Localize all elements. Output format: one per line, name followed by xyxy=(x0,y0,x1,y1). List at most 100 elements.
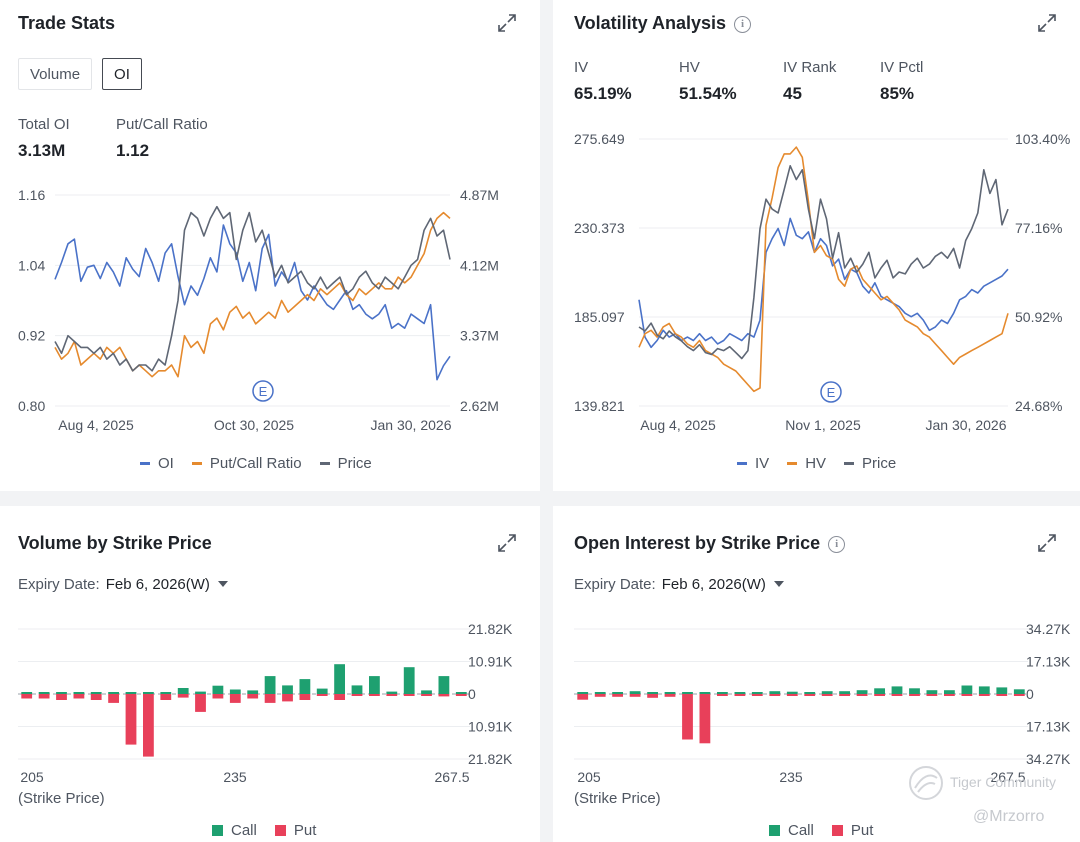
legend-swatch xyxy=(831,825,843,836)
legend-item-put[interactable]: Put xyxy=(831,822,873,839)
legend-swatch xyxy=(844,462,855,465)
put-bar xyxy=(38,694,50,699)
legend-item-put[interactable]: Put xyxy=(274,822,316,839)
put-bar xyxy=(229,694,241,703)
panel-title: Open Interest by Strike Price i xyxy=(574,533,846,554)
oi-strike-chart: 34.27K 17.13K 0 17.13K 34.27K 205 235 267.5 xyxy=(574,621,1071,785)
metric-toggle: Volume OI xyxy=(18,58,142,90)
expiry-value[interactable]: Feb 6, 2026(W) xyxy=(661,576,766,593)
x-axis-caption: (Strike Price) xyxy=(18,790,105,807)
x-axis-tick: Jan 30, 2026 xyxy=(371,417,452,433)
right-axis-tick: 103.40% xyxy=(1015,131,1070,147)
right-axis-tick: 3.37M xyxy=(460,328,499,344)
call-bar xyxy=(386,691,398,694)
put-bar xyxy=(90,694,102,700)
tab-volume[interactable]: Volume xyxy=(18,58,93,90)
legend-label: Price xyxy=(337,455,372,472)
put-bar xyxy=(769,694,781,696)
call-bar xyxy=(856,690,868,694)
x-axis-tick: 267.5 xyxy=(434,769,469,785)
put-bar xyxy=(334,694,345,700)
put-bar xyxy=(629,694,641,697)
x-axis-tick: 235 xyxy=(223,769,247,785)
put-bar xyxy=(577,694,589,700)
stat-put-call-ratio: Put/Call Ratio 1.12 xyxy=(116,116,208,161)
call-bar xyxy=(90,692,102,694)
put-bar xyxy=(160,694,172,700)
legend-item-price[interactable]: Price xyxy=(319,455,372,472)
trade-stats-chart: 1.16 4.87M 1.04 4.12M 0.92 3.37M 0.80 2.62M Aug … xyxy=(18,187,499,433)
put-bar xyxy=(734,694,746,696)
legend-item-call[interactable]: Call xyxy=(769,822,814,839)
put-bar xyxy=(978,694,990,696)
call-bar xyxy=(125,692,137,694)
put-bar xyxy=(21,694,33,699)
call-bar xyxy=(786,691,798,694)
legend-swatch xyxy=(319,462,330,465)
put-bar xyxy=(926,694,938,696)
expand-icon[interactable] xyxy=(496,532,518,554)
y-axis-tick: 0 xyxy=(1026,686,1034,702)
call-bar xyxy=(264,676,276,694)
put-bar xyxy=(909,694,920,696)
put-bar xyxy=(856,694,868,696)
put-bar xyxy=(195,694,206,712)
legend-item-hv[interactable]: HV xyxy=(787,455,826,472)
expand-icon[interactable] xyxy=(1036,12,1058,34)
x-axis-tick: Aug 4, 2025 xyxy=(58,417,134,433)
stat-label: IV Rank xyxy=(783,59,837,76)
stat-iv-rank: IV Rank 45 xyxy=(783,59,836,104)
put-bar xyxy=(594,694,606,697)
legend-item-oi[interactable]: OI xyxy=(140,455,174,472)
put-bar xyxy=(751,694,763,696)
call-bar xyxy=(996,687,1008,694)
right-axis-tick: 77.16% xyxy=(1015,220,1062,236)
call-bar xyxy=(577,692,589,694)
call-bar xyxy=(369,676,380,694)
call-bar xyxy=(247,690,259,694)
expiry-label: Expiry Date: xyxy=(18,576,100,593)
chevron-down-icon[interactable] xyxy=(773,581,784,587)
call-bar xyxy=(717,692,728,694)
legend-swatch xyxy=(191,462,202,465)
expand-icon[interactable] xyxy=(1036,532,1058,554)
put-bar xyxy=(264,694,276,703)
stat-iv-pctl: IV Pctl 85% xyxy=(880,59,923,104)
expiry-selector[interactable]: Expiry Date: Feb 6, 2026(W) xyxy=(18,576,228,593)
legend-item-call[interactable]: Call xyxy=(212,822,257,839)
stat-label: HV xyxy=(679,59,700,76)
x-axis-tick: Jan 30, 2026 xyxy=(926,417,1007,433)
tab-oi[interactable]: OI xyxy=(102,58,142,90)
legend-label: IV xyxy=(755,455,770,472)
put-bar xyxy=(944,694,955,696)
legend-item-iv[interactable]: IV xyxy=(737,455,769,472)
chevron-down-icon[interactable] xyxy=(217,581,228,587)
left-axis-tick: 139.821 xyxy=(574,398,625,414)
call-bar xyxy=(212,685,224,694)
expiry-value[interactable]: Feb 6, 2026(W) xyxy=(105,576,210,593)
put-bar xyxy=(717,694,728,696)
info-icon[interactable]: i xyxy=(734,16,752,33)
panel-title-text: Volatility Analysis xyxy=(574,13,727,33)
legend-item-price[interactable]: Price xyxy=(844,455,896,472)
put-bar xyxy=(247,694,259,699)
legend-swatch xyxy=(212,825,223,836)
chart-legend: Call Put xyxy=(212,822,316,839)
earnings-marker-label: E xyxy=(827,385,836,400)
legend-label: Price xyxy=(862,455,897,472)
put-bar xyxy=(369,694,380,696)
call-bar xyxy=(438,676,450,694)
earnings-marker-label: E xyxy=(259,384,268,399)
x-axis-tick: 267.5 xyxy=(990,769,1025,785)
legend-item-put-call-ratio[interactable]: Put/Call Ratio xyxy=(191,455,302,472)
call-bar xyxy=(195,691,206,694)
panel-title: Volatility Analysis i xyxy=(574,13,752,34)
info-icon[interactable]: i xyxy=(828,536,846,553)
expiry-selector[interactable]: Expiry Date: Feb 6, 2026(W) xyxy=(574,576,784,593)
legend-label: Put/Call Ratio xyxy=(209,455,302,472)
expand-icon[interactable] xyxy=(496,12,518,34)
call-bar xyxy=(38,692,50,694)
y-axis-tick: 10.91K xyxy=(468,719,513,735)
earnings-marker xyxy=(820,381,842,403)
x-axis-tick: 205 xyxy=(20,769,44,785)
